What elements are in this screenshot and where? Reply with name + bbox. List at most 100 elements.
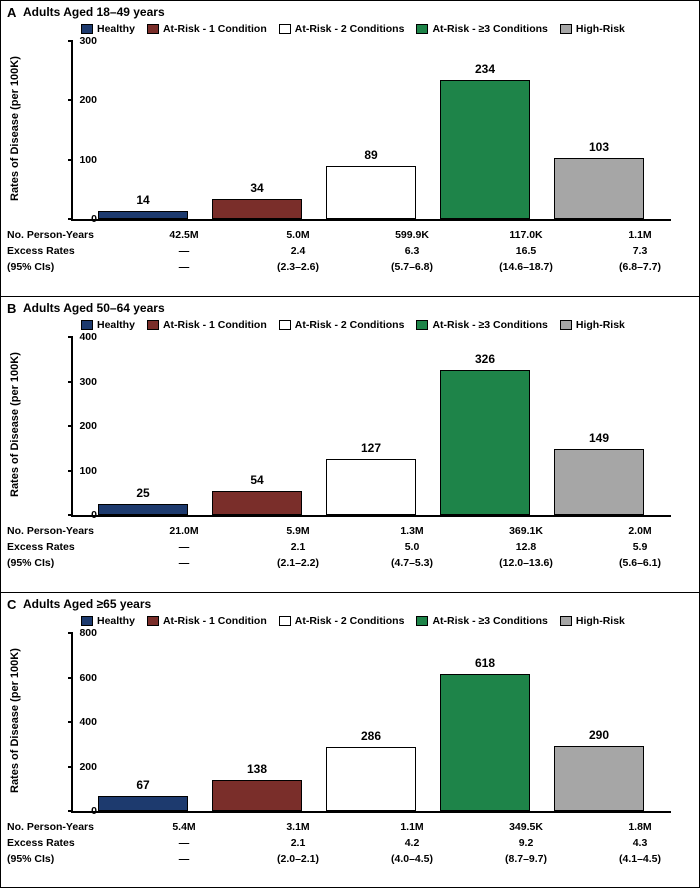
- row-cell: 2.0M: [583, 525, 697, 537]
- bar-value-label: 290: [554, 728, 644, 742]
- row-cell: (12.0–13.6): [469, 557, 583, 569]
- row-header: (95% CIs): [7, 853, 127, 865]
- bar: [326, 459, 416, 516]
- row-cell: 5.9M: [241, 525, 355, 537]
- row-cell: 16.5: [469, 245, 583, 257]
- bar: [440, 674, 530, 812]
- panel-title: Adults Aged 50–64 years: [23, 301, 165, 315]
- row-cell: 599.9K: [355, 229, 469, 241]
- row-cell: 2.1: [241, 541, 355, 553]
- y-tick-mark: [68, 470, 73, 472]
- legend-label: Healthy: [97, 615, 135, 627]
- legend-swatch: [279, 24, 291, 34]
- ci-row: (95% CIs)—(2.1–2.2)(4.7–5.3)(12.0–13.6)(…: [7, 555, 697, 571]
- row-cell: 21.0M: [127, 525, 241, 537]
- row-cell: (2.3–2.6): [241, 261, 355, 273]
- legend-label: At-Risk - 1 Condition: [163, 23, 267, 35]
- panel-id: A: [7, 5, 16, 20]
- y-axis-label: Rates of Disease (per 100K): [9, 352, 21, 497]
- panel-title: Adults Aged ≥65 years: [23, 597, 151, 611]
- person-years-row: No. Person-Years21.0M5.9M1.3M369.1K2.0M: [7, 523, 697, 539]
- excess-rates-row: Excess Rates—2.46.316.57.3: [7, 243, 697, 259]
- row-cell: (5.7–6.8): [355, 261, 469, 273]
- legend-item: High-Risk: [560, 23, 625, 35]
- bar: [554, 158, 644, 219]
- bar-value-label: 127: [326, 441, 416, 455]
- bar: [554, 449, 644, 515]
- legend-swatch: [81, 320, 93, 330]
- panel-id: C: [7, 597, 16, 612]
- row-cell: 5.0M: [241, 229, 355, 241]
- legend-label: At-Risk - 2 Conditions: [295, 319, 405, 331]
- bar-value-label: 149: [554, 431, 644, 445]
- legend-swatch: [416, 616, 428, 626]
- bar: [326, 166, 416, 219]
- ci-row: (95% CIs)—(2.3–2.6)(5.7–6.8)(14.6–18.7)(…: [7, 259, 697, 275]
- bar-value-label: 103: [554, 140, 644, 154]
- bar-value-label: 54: [212, 473, 302, 487]
- legend-item: Healthy: [81, 319, 135, 331]
- bar-value-label: 14: [98, 193, 188, 207]
- legend-swatch: [147, 24, 159, 34]
- legend-item: At-Risk - ≥3 Conditions: [416, 23, 547, 35]
- legend-label: Healthy: [97, 319, 135, 331]
- legend-label: At-Risk - ≥3 Conditions: [432, 615, 547, 627]
- row-cell: 117.0K: [469, 229, 583, 241]
- data-table: No. Person-Years42.5M5.0M599.9K117.0K1.1…: [7, 227, 697, 275]
- legend-swatch: [147, 616, 159, 626]
- person-years-row: No. Person-Years5.4M3.1M1.1M349.5K1.8M: [7, 819, 697, 835]
- bar-value-label: 34: [212, 181, 302, 195]
- row-cell: 349.5K: [469, 821, 583, 833]
- y-tick-mark: [68, 99, 73, 101]
- row-cell: —: [127, 261, 241, 273]
- legend-label: High-Risk: [576, 615, 625, 627]
- row-cell: (4.1–4.5): [583, 853, 697, 865]
- row-header: Excess Rates: [7, 541, 127, 553]
- legend-label: Healthy: [97, 23, 135, 35]
- bar-value-label: 326: [440, 352, 530, 366]
- y-tick-mark: [68, 677, 73, 679]
- legend-swatch: [81, 616, 93, 626]
- legend-label: At-Risk - ≥3 Conditions: [432, 319, 547, 331]
- legend-swatch: [81, 24, 93, 34]
- legend-label: High-Risk: [576, 319, 625, 331]
- y-tick-mark: [68, 721, 73, 723]
- legend-swatch: [416, 24, 428, 34]
- bar-value-label: 89: [326, 148, 416, 162]
- legend-item: At-Risk - 1 Condition: [147, 615, 267, 627]
- bar: [212, 199, 302, 219]
- excess-rates-row: Excess Rates—2.14.29.24.3: [7, 835, 697, 851]
- y-tick-mark: [68, 766, 73, 768]
- panel-b: BAdults Aged 50–64 yearsHealthyAt-Risk -…: [1, 297, 699, 593]
- bar-value-label: 138: [212, 762, 302, 776]
- legend-item: Healthy: [81, 23, 135, 35]
- row-cell: —: [127, 837, 241, 849]
- row-cell: (4.0–4.5): [355, 853, 469, 865]
- row-cell: 5.4M: [127, 821, 241, 833]
- row-cell: (4.7–5.3): [355, 557, 469, 569]
- chart-area: 2554127326149: [71, 337, 671, 517]
- bar: [98, 796, 188, 811]
- bar: [440, 370, 530, 515]
- data-table: No. Person-Years5.4M3.1M1.1M349.5K1.8MEx…: [7, 819, 697, 867]
- legend-item: At-Risk - ≥3 Conditions: [416, 615, 547, 627]
- y-tick-mark: [68, 159, 73, 161]
- row-cell: 369.1K: [469, 525, 583, 537]
- row-cell: 6.3: [355, 245, 469, 257]
- row-cell: 42.5M: [127, 229, 241, 241]
- row-cell: 2.1: [241, 837, 355, 849]
- row-cell: 5.9: [583, 541, 697, 553]
- row-cell: —: [127, 557, 241, 569]
- legend-item: At-Risk - 1 Condition: [147, 23, 267, 35]
- y-tick-mark: [68, 40, 73, 42]
- row-cell: (2.1–2.2): [241, 557, 355, 569]
- y-tick-mark: [68, 810, 73, 812]
- data-table: No. Person-Years21.0M5.9M1.3M369.1K2.0M E…: [7, 523, 697, 571]
- row-header: (95% CIs): [7, 557, 127, 569]
- legend-swatch: [560, 320, 572, 330]
- row-header: (95% CIs): [7, 261, 127, 273]
- y-tick-mark: [68, 514, 73, 516]
- row-cell: —: [127, 245, 241, 257]
- y-tick-mark: [68, 632, 73, 634]
- row-cell: 1.3M: [355, 525, 469, 537]
